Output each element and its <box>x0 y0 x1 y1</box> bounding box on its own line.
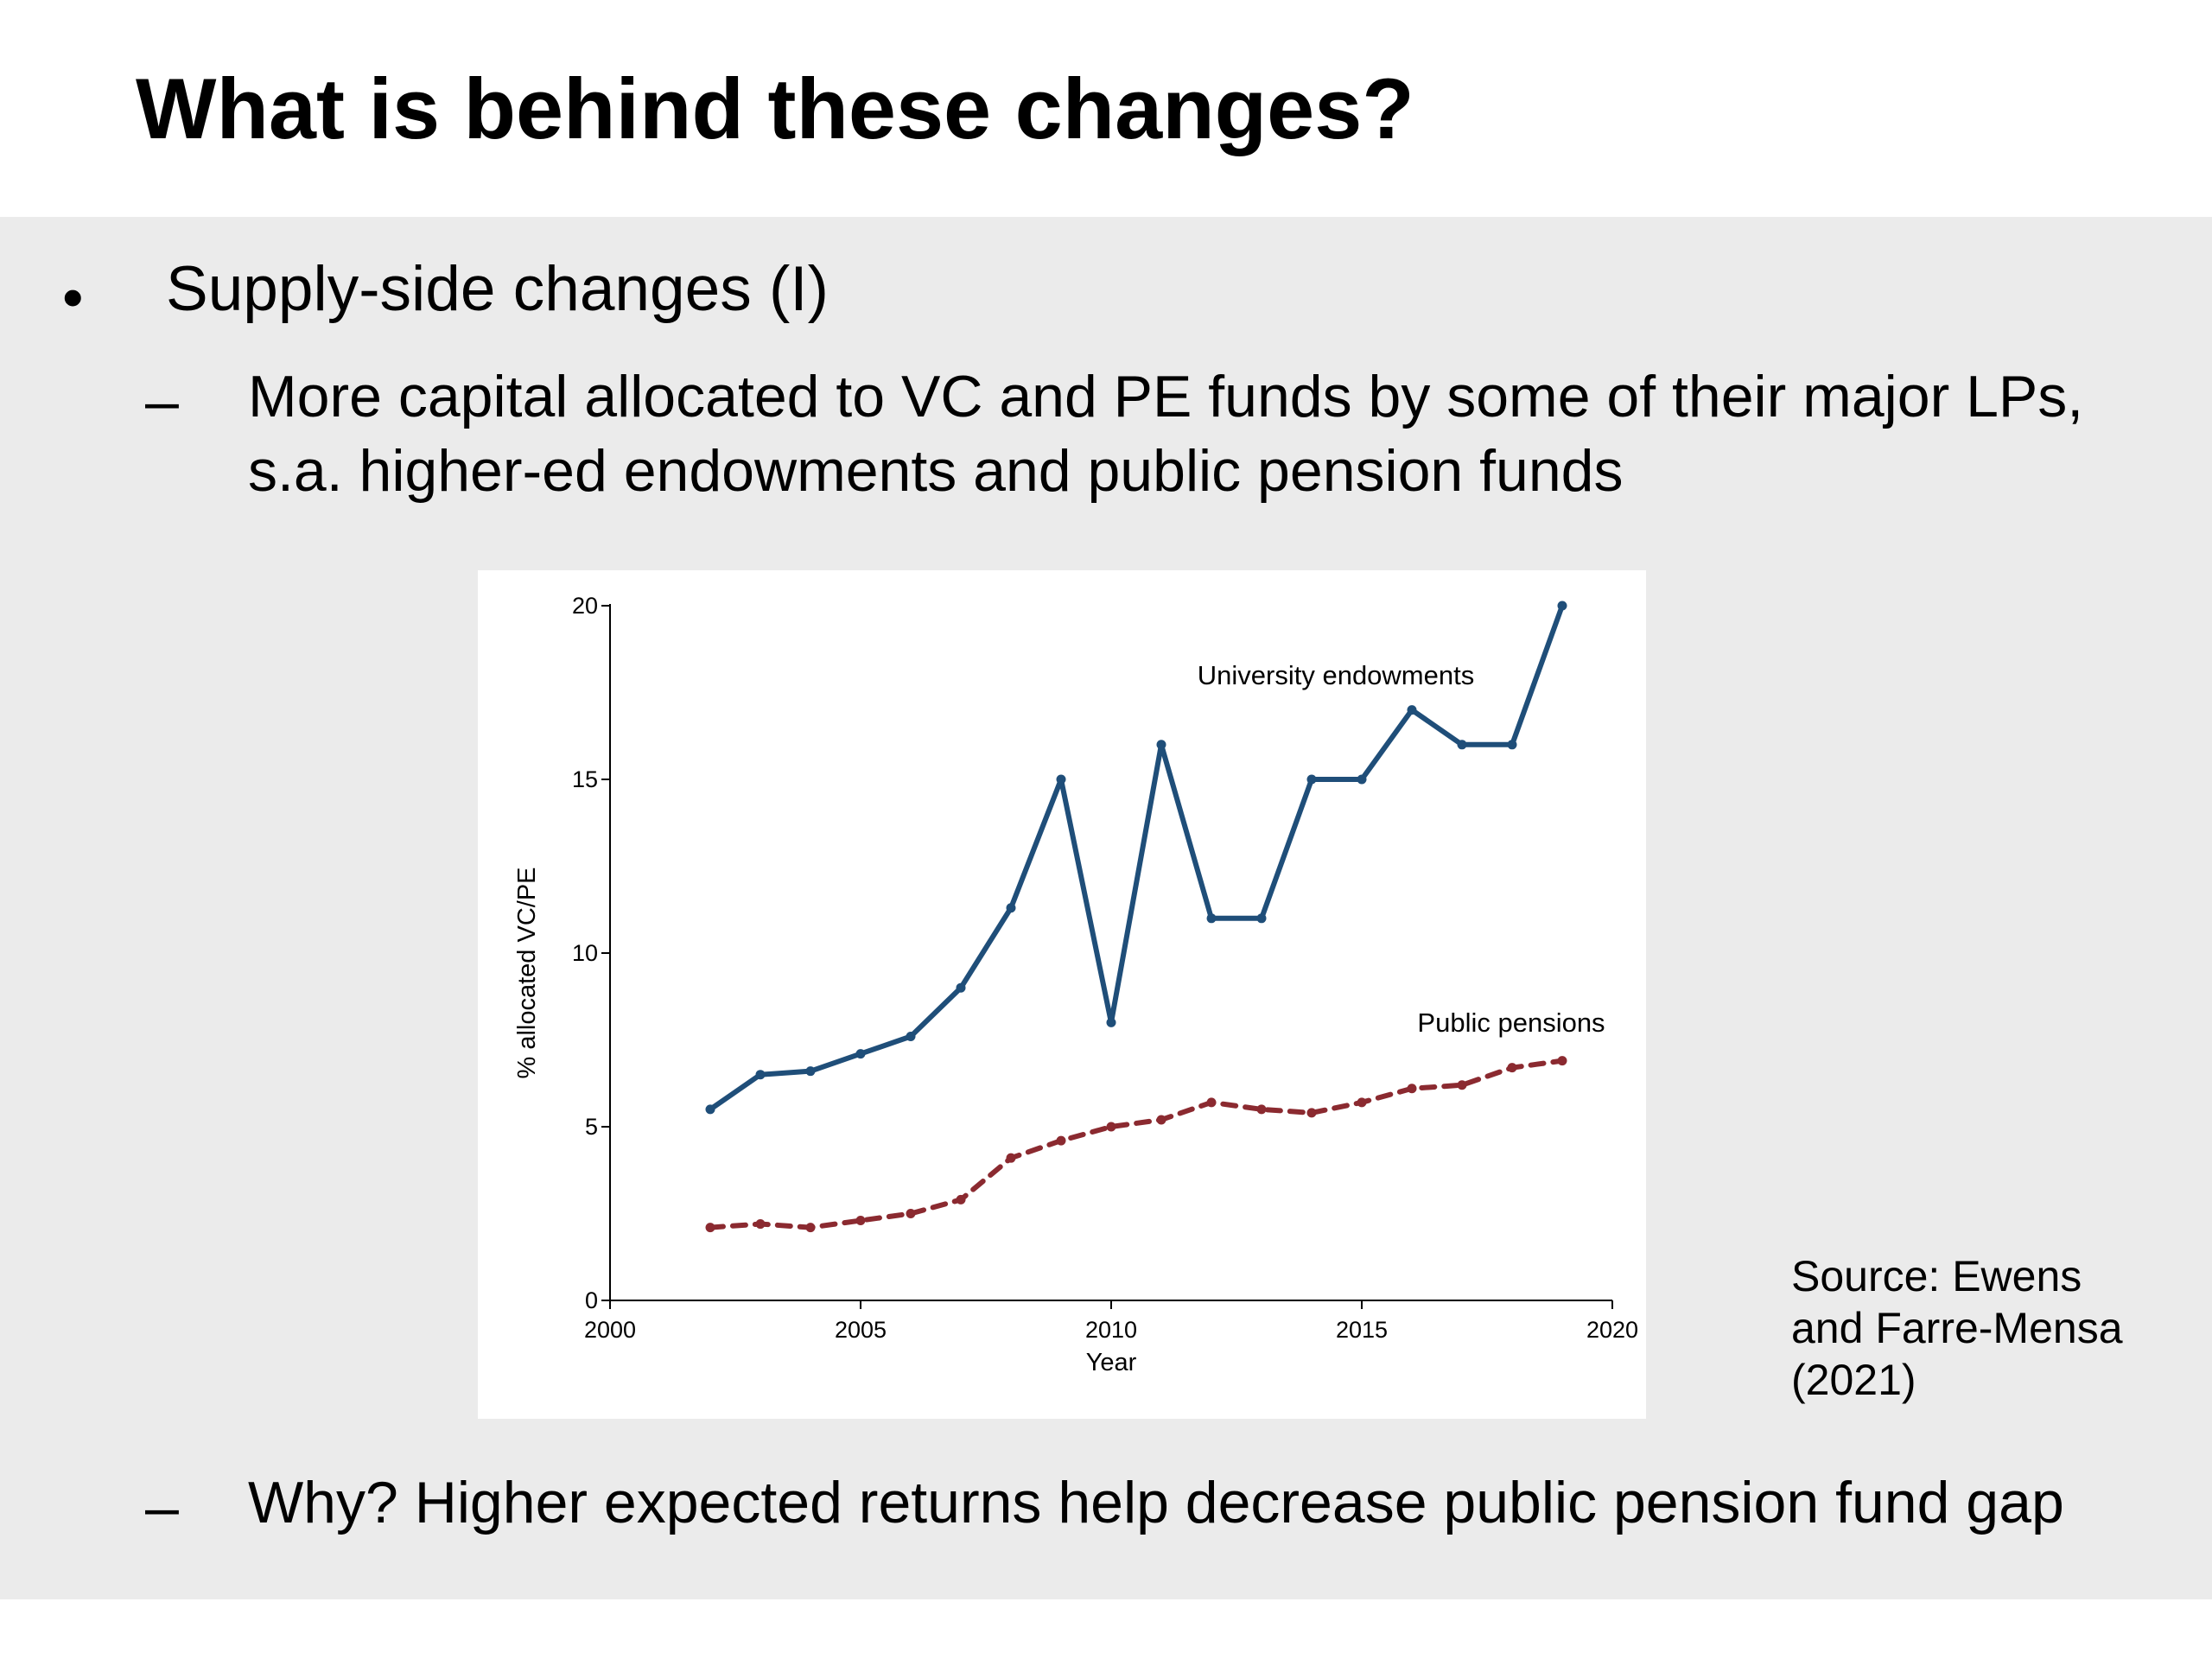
allocation-chart-svg: 0 5 10 15 20 2000 2005 2010 2015 2020 Year % alloc… <box>513 593 1638 1376</box>
y-axis-title: % allocated VC/PE <box>513 867 541 1078</box>
data-point-public-pensions <box>1357 1097 1367 1108</box>
data-point-university-endowments <box>1407 705 1417 715</box>
y-tick-label: 5 <box>585 1114 598 1140</box>
series-label-public-pensions: Public pensions <box>1417 1007 1605 1038</box>
source-citation: Source: Ewens and Farre-Mensa (2021) <box>1791 1252 2123 1404</box>
series-line-university-endowments <box>708 603 1565 1112</box>
data-point-university-endowments <box>1206 913 1217 924</box>
data-point-public-pensions <box>755 1219 766 1230</box>
data-point-public-pensions <box>855 1216 866 1226</box>
data-point-university-endowments <box>1457 740 1467 750</box>
data-point-university-endowments <box>1156 740 1166 750</box>
data-point-public-pensions <box>1306 1108 1317 1118</box>
data-point-public-pensions <box>705 1223 715 1233</box>
series-university-endowments <box>705 601 1567 1115</box>
x-tick-label: 2015 <box>1336 1317 1388 1343</box>
data-point-university-endowments <box>755 1070 766 1080</box>
data-point-public-pensions <box>1407 1084 1417 1094</box>
sub-bullet-marker: – <box>145 1473 179 1541</box>
data-point-public-pensions <box>805 1223 816 1233</box>
chart-labels: Year % allocated VC/PE University endowmen… <box>513 660 1605 1376</box>
x-tick-label: 2005 <box>835 1317 887 1343</box>
data-point-university-endowments <box>1557 601 1567 611</box>
bullet-marker: • <box>62 264 84 331</box>
y-tick-label: 20 <box>572 593 598 619</box>
data-point-public-pensions <box>956 1194 966 1205</box>
data-point-public-pensions <box>1156 1115 1166 1125</box>
sub-bullet-capital: More capital allocated to VC and PE fund… <box>248 360 2083 508</box>
data-point-university-endowments <box>705 1104 715 1115</box>
data-point-university-endowments <box>855 1049 866 1059</box>
data-point-university-endowments <box>1006 903 1016 913</box>
x-tick-label: 2020 <box>1586 1317 1638 1343</box>
y-tick-label: 15 <box>572 766 598 792</box>
data-point-university-endowments <box>1306 774 1317 785</box>
chart-axes: 0 5 10 15 20 2000 2005 2010 2015 2020 <box>572 593 1638 1343</box>
x-tick-label: 2000 <box>584 1317 636 1343</box>
sub-bullet-capital-line-1: More capital allocated to VC and PE fund… <box>248 364 2084 429</box>
x-tick-label: 2010 <box>1085 1317 1137 1343</box>
chart-series <box>705 601 1567 1233</box>
data-point-university-endowments <box>1357 774 1367 785</box>
bullet-supply-side: Supply-side changes (I) <box>166 254 829 324</box>
x-axis-title: Year <box>1086 1349 1137 1376</box>
y-tick-label: 0 <box>585 1287 598 1313</box>
sub-bullet-why: Why? Higher expected returns help decrea… <box>248 1466 2064 1541</box>
data-point-public-pensions <box>1557 1056 1567 1066</box>
allocation-chart: 0 5 10 15 20 2000 2005 2010 2015 2020 Year % alloc… <box>478 570 1646 1419</box>
data-point-university-endowments <box>906 1031 916 1041</box>
data-point-public-pensions <box>1056 1135 1066 1146</box>
slide-title: What is behind these changes? <box>136 60 1414 156</box>
data-point-public-pensions <box>1206 1097 1217 1108</box>
data-point-university-endowments <box>1507 740 1517 750</box>
data-point-public-pensions <box>906 1209 916 1218</box>
sub-bullet-capital-line-2: s.a. higher-ed endowments and public pen… <box>248 437 1624 504</box>
y-tick-label: 10 <box>572 940 598 966</box>
data-point-public-pensions <box>1256 1104 1267 1115</box>
data-point-university-endowments <box>1056 774 1066 785</box>
data-point-public-pensions <box>1507 1063 1517 1073</box>
data-point-university-endowments <box>805 1066 816 1077</box>
data-point-public-pensions <box>1106 1122 1116 1132</box>
data-point-public-pensions <box>1006 1153 1016 1163</box>
sub-bullet-why-line-1: Why? Higher expected returns help decrea… <box>248 1470 2064 1535</box>
data-point-public-pensions <box>1457 1080 1467 1090</box>
series-line-public-pensions <box>708 1058 1565 1230</box>
series-public-pensions <box>705 1056 1567 1233</box>
data-point-university-endowments <box>956 982 966 993</box>
sub-bullet-marker: – <box>145 367 179 435</box>
data-point-university-endowments <box>1106 1017 1116 1027</box>
series-label-university-endowments: University endowments <box>1198 660 1474 690</box>
data-point-university-endowments <box>1256 913 1267 924</box>
